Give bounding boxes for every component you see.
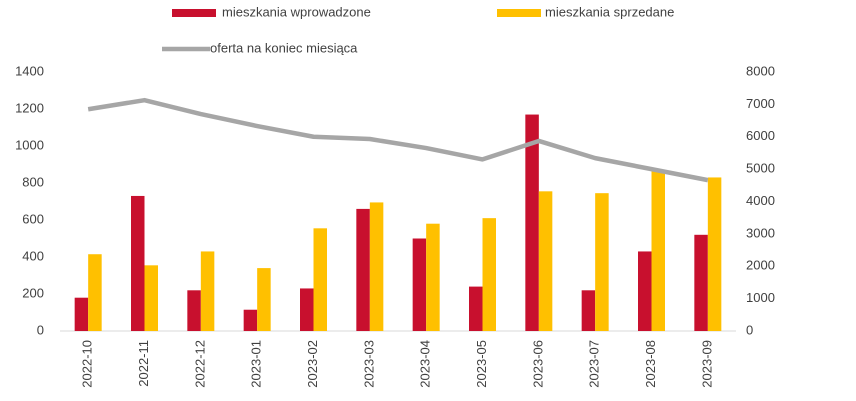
bar: [243, 309, 258, 331]
y-tick-label: 400: [22, 248, 44, 263]
y2-tick-label: 7000: [746, 96, 775, 111]
x-tick-label: 2023-07: [587, 340, 602, 388]
bar: [131, 195, 145, 331]
bar: [369, 202, 384, 331]
y2-tick-label: 2000: [746, 258, 775, 273]
bar: [525, 114, 539, 331]
y2-tick-label: 6000: [746, 128, 775, 143]
y-tick-label: 1200: [15, 100, 44, 115]
legend-label: mieszkania wprowadzone: [222, 4, 371, 19]
bar: [300, 288, 314, 331]
bar: [257, 268, 271, 331]
x-tick-label: 2023-01: [249, 340, 264, 388]
bar: [651, 170, 665, 331]
legend-swatch: [172, 9, 216, 17]
y-tick-label: 1400: [15, 63, 44, 78]
y2-tick-label: 8000: [746, 63, 775, 78]
x-tick-label: 2023-04: [418, 340, 433, 388]
y2-tick-label: 3000: [746, 225, 775, 240]
x-tick-label: 2023-05: [474, 340, 489, 388]
bar: [581, 290, 596, 331]
bar: [313, 228, 327, 331]
x-tick-label: 2023-03: [361, 340, 376, 388]
bar: [200, 251, 215, 331]
y2-tick-label: 4000: [746, 193, 775, 208]
bar: [356, 208, 370, 331]
y-tick-label: 0: [37, 322, 44, 337]
legend-label: oferta na koniec miesiąca: [210, 40, 358, 55]
bar: [469, 286, 483, 331]
x-tick-label: 2022-12: [192, 340, 207, 388]
y-tick-label: 200: [22, 285, 44, 300]
bar: [412, 238, 427, 331]
x-tick-label: 2022-10: [80, 340, 95, 388]
bar: [595, 193, 609, 331]
y-tick-label: 600: [22, 211, 44, 226]
bar: [74, 297, 89, 331]
bar: [88, 254, 102, 331]
y-tick-label: 1000: [15, 137, 44, 152]
line-series: [87, 97, 709, 183]
bar: [538, 191, 553, 331]
bar: [482, 218, 496, 331]
x-tick-label: 2023-09: [699, 340, 714, 388]
bar: [426, 223, 440, 331]
bar: [707, 177, 722, 331]
x-tick-label: 2023-08: [643, 340, 658, 388]
bar: [144, 265, 158, 331]
x-tick-label: 2022-11: [136, 340, 151, 387]
legend-label: mieszkania sprzedane: [545, 4, 674, 19]
y2-tick-label: 1000: [746, 290, 775, 305]
y2-tick-label: 0: [746, 322, 753, 337]
bar: [638, 251, 652, 331]
x-tick-label: 2023-06: [530, 340, 545, 388]
bar: [694, 234, 708, 331]
y2-tick-label: 5000: [746, 161, 775, 176]
legend-swatch: [497, 9, 541, 17]
y-tick-label: 800: [22, 174, 44, 189]
x-tick-label: 2023-02: [305, 340, 320, 388]
bar: [187, 290, 201, 331]
